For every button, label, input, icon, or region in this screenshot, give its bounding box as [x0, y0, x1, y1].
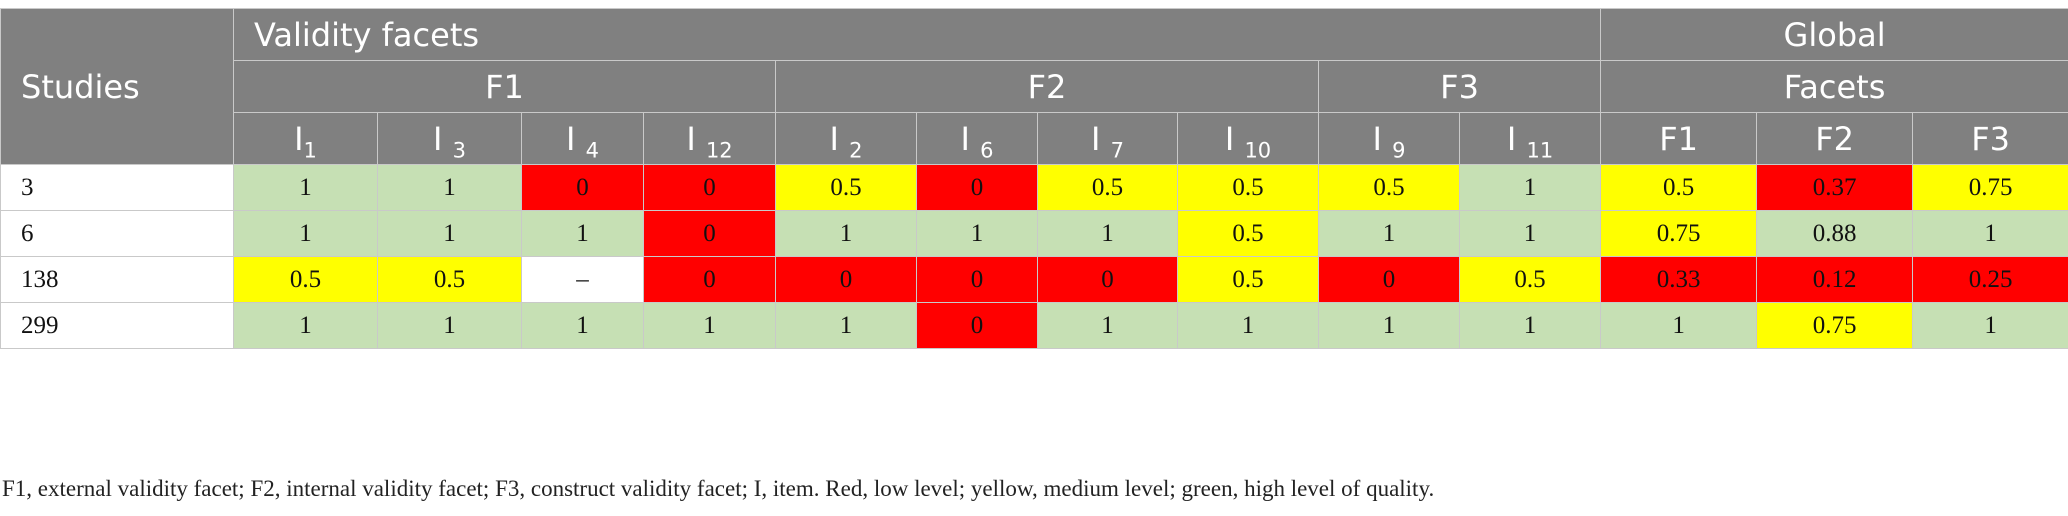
score-cell: 1 — [377, 210, 522, 257]
study-cell: 299 — [0, 302, 234, 349]
score-cell: 1 — [377, 302, 522, 349]
score-cell: 0 — [643, 210, 776, 257]
item-header-i3: I 3 — [377, 112, 522, 165]
score-cell: 0.25 — [1912, 256, 2068, 303]
score-cell: 1 — [233, 302, 378, 349]
item-header-i10: I 10 — [1177, 112, 1319, 165]
item-header-i6: I 6 — [916, 112, 1038, 165]
score-cell: 0.5 — [377, 256, 522, 303]
item-header-i4: I 4 — [521, 112, 644, 165]
score-cell: 0.5 — [1037, 164, 1178, 211]
score-cell: 1 — [1912, 210, 2068, 257]
item-header-i7: I 7 — [1037, 112, 1178, 165]
global-facet-header-f3: F3 — [1912, 112, 2068, 165]
score-cell: 0.75 — [1756, 302, 1914, 349]
score-cell: 0.33 — [1600, 256, 1758, 303]
score-cell: 1 — [1912, 302, 2068, 349]
study-cell: 6 — [0, 210, 234, 257]
global-facet-header-f2: F2 — [1756, 112, 1914, 165]
score-cell: 0.5 — [1600, 164, 1758, 211]
score-cell: 0.5 — [775, 164, 917, 211]
group-header-f2: F2 — [775, 60, 1319, 113]
score-cell: 1 — [916, 210, 1038, 257]
score-cell: 1 — [1177, 302, 1319, 349]
facets-header: Facets — [1600, 60, 2068, 113]
score-cell: 0.88 — [1756, 210, 1914, 257]
score-cell: 0 — [643, 256, 776, 303]
item-header-i2: I 2 — [775, 112, 917, 165]
quality-table: Studies Validity facets Global F1 F2 F3 … — [0, 8, 2068, 349]
item-header-i9: I 9 — [1318, 112, 1460, 165]
score-cell: 0.37 — [1756, 164, 1914, 211]
score-cell: 0.5 — [1177, 164, 1319, 211]
studies-header: Studies — [0, 8, 234, 165]
score-cell: 1 — [1037, 210, 1178, 257]
score-cell: 1 — [1458, 164, 1602, 211]
score-cell: 1 — [1458, 210, 1602, 257]
score-cell: 0 — [1318, 256, 1460, 303]
group-header-f1: F1 — [233, 60, 776, 113]
score-cell: 0.12 — [1756, 256, 1914, 303]
score-cell: 1 — [1037, 302, 1178, 349]
item-header-i1: I1 — [233, 112, 378, 165]
score-cell: 1 — [521, 210, 644, 257]
score-cell: 0.5 — [1458, 256, 1602, 303]
score-cell: 1 — [233, 164, 378, 211]
global-facet-header-f1: F1 — [1600, 112, 1758, 165]
table-row: 6 1 1 1 0 1 1 1 0.5 1 1 0.75 0.88 1 — [0, 210, 2068, 257]
score-cell: 0.5 — [1318, 164, 1460, 211]
table-body: 3 1 1 0 0 0.5 0 0.5 0.5 0.5 1 0.5 0.37 0.75 6 1 1 1 0 1 1 1 0.… — [0, 164, 2068, 349]
study-cell: 3 — [0, 164, 234, 211]
item-header-i11: I 11 — [1458, 112, 1602, 165]
score-cell: 1 — [1600, 302, 1758, 349]
score-cell: 0.75 — [1600, 210, 1758, 257]
score-cell: 1 — [643, 302, 776, 349]
table-row: 3 1 1 0 0 0.5 0 0.5 0.5 0.5 1 0.5 0.37 0.75 — [0, 164, 2068, 211]
score-cell: 0 — [916, 256, 1038, 303]
score-cell: 0 — [916, 302, 1038, 349]
study-cell: 138 — [0, 256, 234, 303]
score-cell: 1 — [1458, 302, 1602, 349]
validity-facets-header: Validity facets — [232, 8, 1602, 61]
score-cell: 1 — [775, 210, 917, 257]
score-cell: 0 — [916, 164, 1038, 211]
score-cell: 0 — [775, 256, 917, 303]
global-header: Global — [1600, 8, 2068, 61]
score-cell: 0.5 — [233, 256, 378, 303]
group-header-f3: F3 — [1317, 60, 1602, 113]
score-cell: 1 — [377, 164, 522, 211]
table-row: 299 1 1 1 1 1 0 1 1 1 1 1 0.75 1 — [0, 302, 2068, 349]
score-cell: 0 — [1037, 256, 1178, 303]
score-cell: 1 — [521, 302, 644, 349]
score-cell: 1 — [1318, 210, 1460, 257]
score-cell: 1 — [233, 210, 378, 257]
score-cell: 1 — [1318, 302, 1460, 349]
table-row: 138 0.5 0.5–0 0 0 0 0.5 0 0.5 0.33 0.12 0.25 — [0, 256, 2068, 303]
item-header-i12: I 12 — [643, 112, 776, 165]
score-cell: 0.5 — [1177, 256, 1319, 303]
table-header: Studies Validity facets Global F1 F2 F3 … — [0, 8, 2068, 165]
score-cell: 1 — [775, 302, 917, 349]
score-cell: 0 — [643, 164, 776, 211]
score-cell: 0.5 — [1177, 210, 1319, 257]
score-cell: 0 — [521, 164, 644, 211]
table-footnote: F1, external validity facet; F2, interna… — [2, 476, 1435, 501]
score-cell: 0.75 — [1912, 164, 2068, 211]
score-cell: – — [521, 256, 644, 303]
